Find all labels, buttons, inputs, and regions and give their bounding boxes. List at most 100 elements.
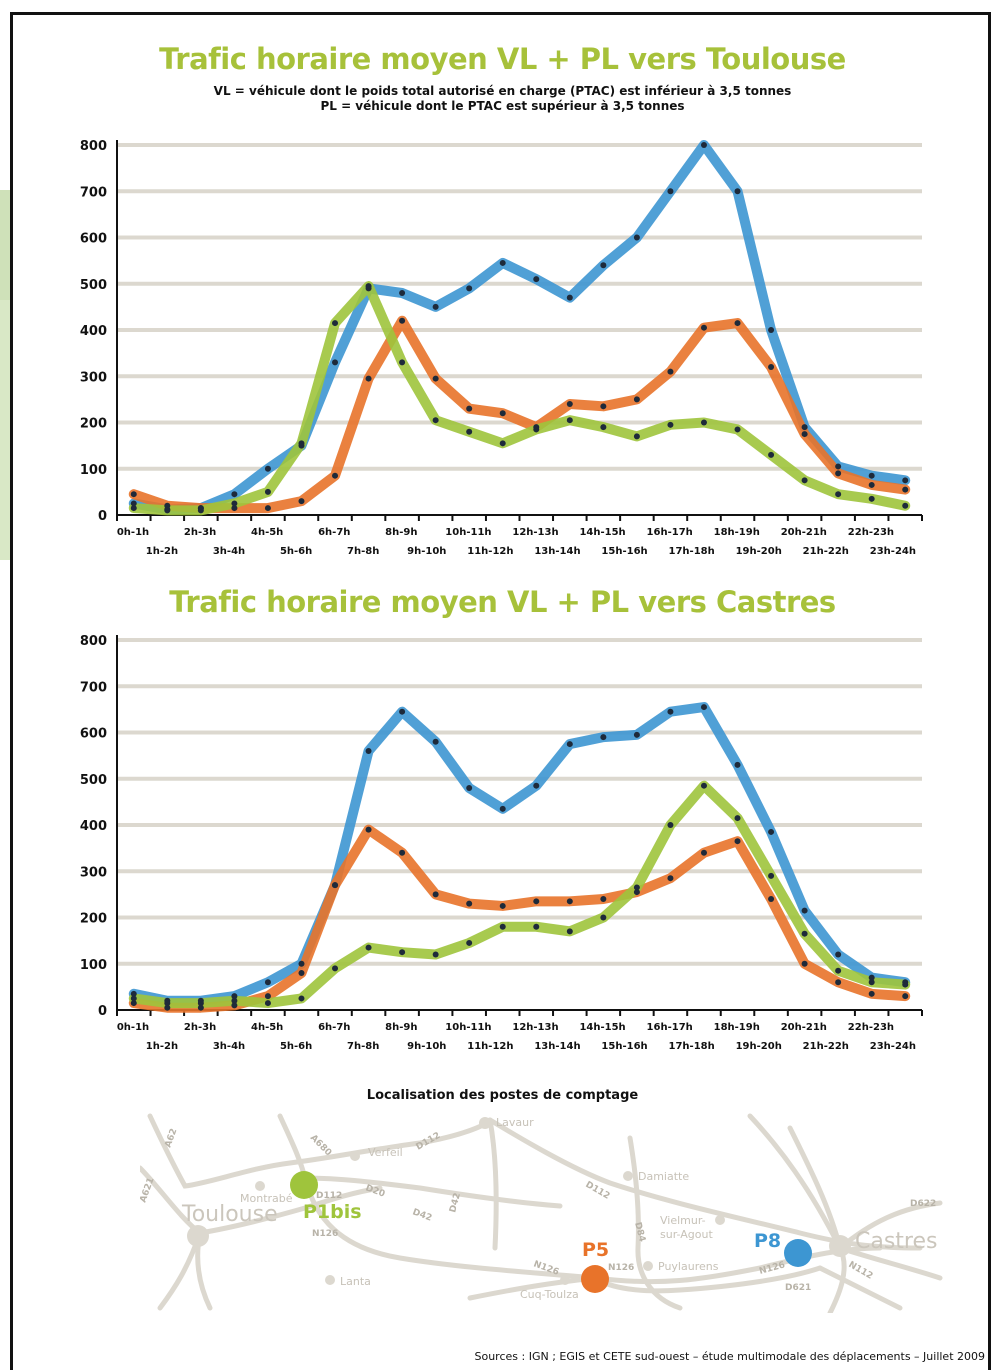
data-point bbox=[700, 782, 707, 789]
place-label: sur-Agout bbox=[660, 1228, 713, 1241]
station-p8-label: P8 bbox=[754, 1230, 781, 1252]
data-point bbox=[566, 401, 573, 407]
data-point bbox=[533, 276, 540, 283]
x-tick-label: 0h-1h bbox=[117, 527, 149, 538]
data-point bbox=[164, 507, 171, 514]
data-point bbox=[835, 951, 842, 958]
x-tick-label: 22h-23h bbox=[848, 1022, 894, 1033]
place-label: Montrabé bbox=[240, 1192, 293, 1205]
data-point bbox=[399, 849, 406, 856]
x-tick-label: 12h-13h bbox=[512, 1022, 558, 1033]
data-point bbox=[667, 368, 674, 375]
y-tick-label: 500 bbox=[80, 773, 107, 788]
data-point bbox=[365, 375, 372, 382]
data-point bbox=[197, 1000, 204, 1007]
data-point bbox=[600, 734, 607, 741]
data-point bbox=[868, 495, 875, 502]
x-tick-label: 23h-24h bbox=[870, 546, 916, 557]
data-point bbox=[633, 433, 640, 440]
data-point bbox=[902, 486, 909, 493]
station-p5-marker bbox=[581, 1265, 609, 1293]
x-tick-label: 6h-7h bbox=[318, 1022, 350, 1033]
data-point bbox=[365, 826, 372, 833]
x-tick-label: 21h-22h bbox=[803, 546, 849, 557]
y-tick-label: 200 bbox=[80, 912, 107, 927]
y-tick-label: 600 bbox=[80, 232, 107, 247]
data-point bbox=[633, 731, 640, 738]
data-point bbox=[700, 704, 707, 711]
x-tick-label: 14h-15h bbox=[579, 527, 625, 538]
x-tick-label: 9h-10h bbox=[407, 1041, 446, 1052]
x-tick-label: 1h-2h bbox=[146, 546, 178, 557]
x-tick-label: 10h-11h bbox=[445, 527, 491, 538]
data-point bbox=[533, 923, 540, 930]
data-point bbox=[633, 396, 640, 403]
data-point bbox=[902, 993, 909, 1000]
data-point bbox=[499, 259, 506, 266]
data-point bbox=[835, 979, 842, 986]
data-point bbox=[533, 426, 540, 433]
puylaurens-marker bbox=[643, 1261, 653, 1271]
castres-marker bbox=[829, 1235, 851, 1257]
data-point bbox=[298, 498, 305, 505]
data-point bbox=[868, 472, 875, 479]
data-point bbox=[164, 502, 171, 509]
data-point bbox=[835, 491, 842, 498]
data-point bbox=[466, 900, 473, 907]
data-point bbox=[533, 898, 540, 905]
place-label: Lavaur bbox=[496, 1116, 534, 1129]
y-tick-label: 600 bbox=[80, 727, 107, 742]
chart-castres: 0 100 200 300 400 500 600 700 800 0h-1h 1h-2h 2h-3h… bbox=[80, 634, 923, 1052]
data-point bbox=[332, 359, 339, 366]
place-label: Lanta bbox=[340, 1275, 371, 1288]
data-point bbox=[768, 872, 775, 879]
series-line bbox=[128, 281, 911, 516]
data-point bbox=[633, 889, 640, 896]
data-point bbox=[667, 822, 674, 828]
data-point bbox=[734, 761, 741, 768]
chart-subtitle-vl: VL = véhicule dont le poids total autori… bbox=[213, 84, 792, 98]
data-point bbox=[231, 997, 238, 1004]
data-point bbox=[600, 896, 607, 902]
x-tick-label: 1h-2h bbox=[146, 1041, 178, 1052]
data-point bbox=[298, 995, 305, 1002]
data-point bbox=[130, 1000, 137, 1007]
data-point bbox=[298, 970, 305, 976]
chart-title: Trafic horaire moyen VL + PL vers Toulou… bbox=[159, 42, 846, 76]
data-point bbox=[164, 1000, 171, 1007]
data-point bbox=[432, 375, 439, 382]
place-label: Puylaurens bbox=[658, 1260, 719, 1273]
data-point bbox=[600, 262, 607, 269]
data-point bbox=[734, 188, 741, 195]
data-point bbox=[533, 782, 540, 789]
y-tick-label: 800 bbox=[80, 139, 107, 154]
data-point bbox=[499, 902, 506, 909]
data-point bbox=[365, 283, 372, 290]
data-point bbox=[700, 324, 707, 331]
data-point bbox=[700, 419, 707, 426]
x-tick-label: 5h-6h bbox=[280, 1041, 312, 1052]
x-tick-label: 7h-8h bbox=[347, 546, 379, 557]
data-point bbox=[499, 440, 506, 447]
x-tick-label: 4h-5h bbox=[251, 527, 283, 538]
series-line bbox=[128, 315, 911, 514]
data-point bbox=[332, 320, 339, 327]
y-tick-label: 700 bbox=[80, 680, 107, 695]
chart-toulouse: 0 100 200 300 400 500 600 700 800 0h-1h 1h-2h 2h-3h… bbox=[80, 139, 923, 557]
x-tick-label: 16h-17h bbox=[647, 1022, 693, 1033]
location-map: Toulouse Castres Lavaur Verfeil Montrabé… bbox=[140, 1113, 943, 1313]
data-point bbox=[667, 875, 674, 882]
data-point bbox=[499, 923, 506, 930]
x-tick-label: 7h-8h bbox=[347, 1041, 379, 1052]
x-tick-label: 17h-18h bbox=[669, 546, 715, 557]
road-label: D84 bbox=[632, 1221, 647, 1243]
x-tick-label: 13h-14h bbox=[534, 546, 580, 557]
station-p1bis-label: P1bis bbox=[303, 1201, 362, 1223]
data-point bbox=[130, 990, 137, 997]
x-tick-label: 18h-19h bbox=[714, 1022, 760, 1033]
data-point bbox=[264, 979, 271, 986]
data-point bbox=[231, 505, 238, 512]
data-point bbox=[600, 424, 607, 431]
x-tick-label: 8h-9h bbox=[385, 1022, 417, 1033]
y-tick-label: 300 bbox=[80, 865, 107, 880]
